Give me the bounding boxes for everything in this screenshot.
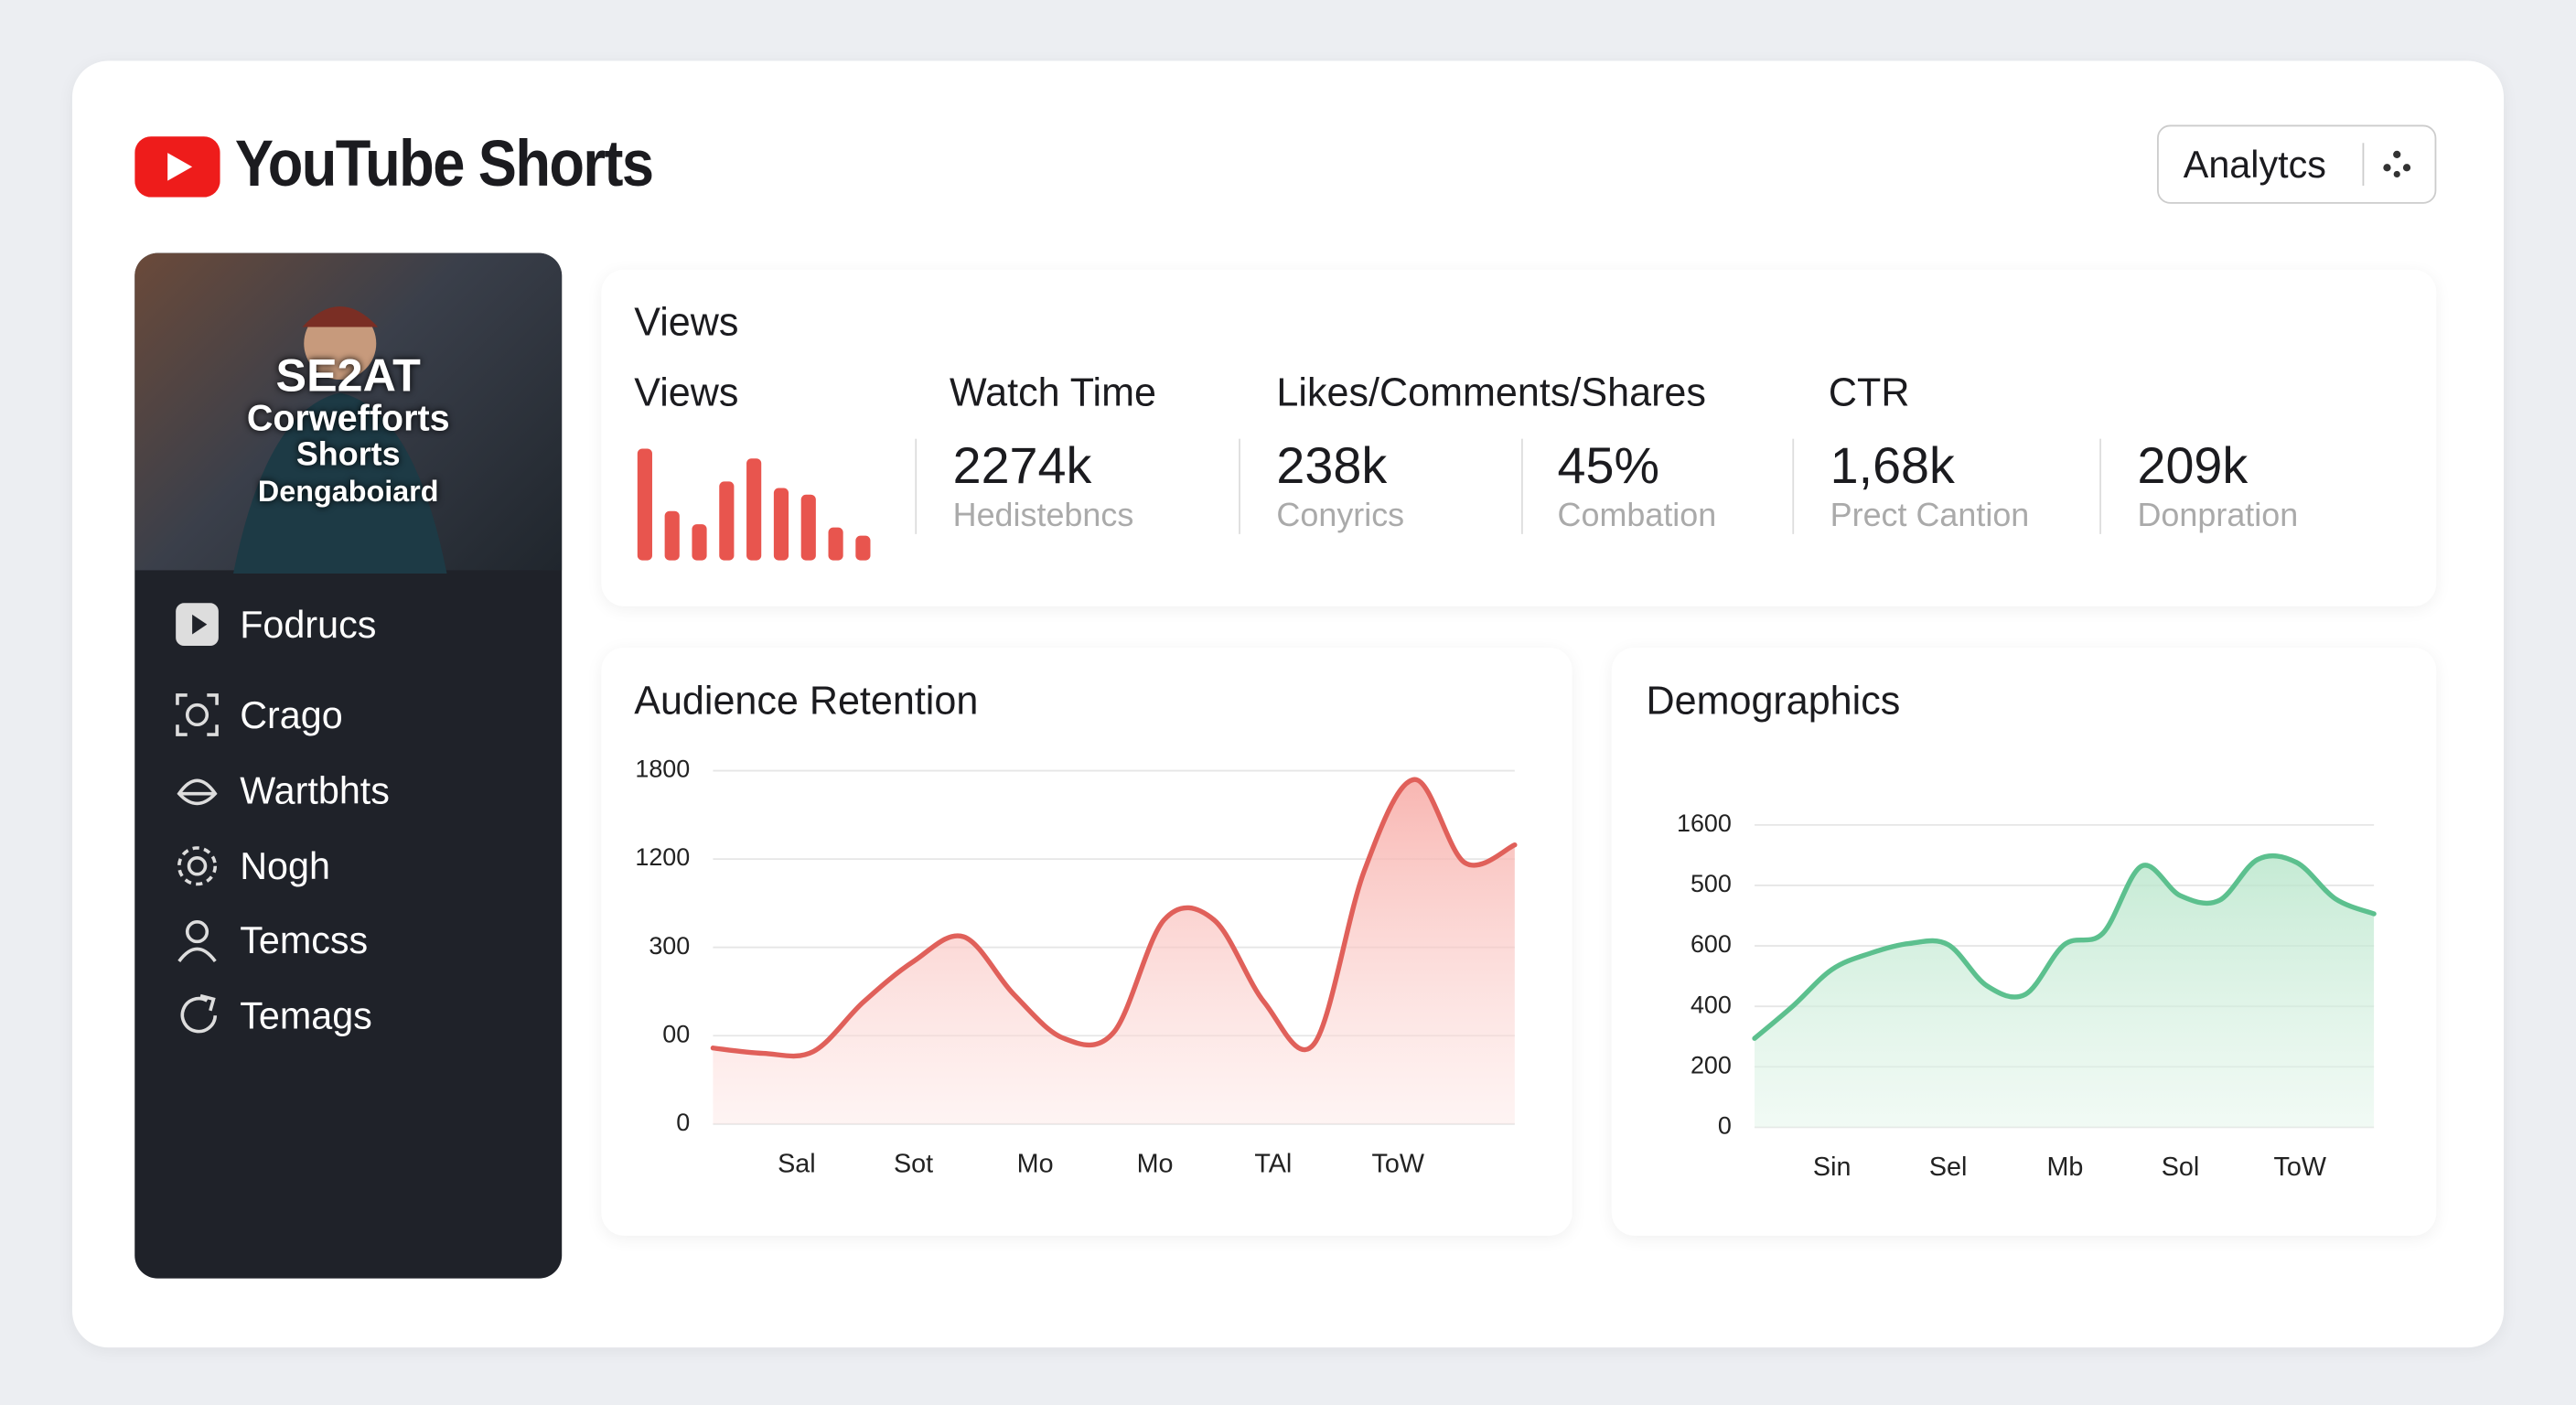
thumb-line: Dengaboiard xyxy=(257,475,439,509)
y-tick-label: 300 xyxy=(649,932,690,960)
x-tick-label: Mo xyxy=(1137,1149,1174,1178)
nav-item[interactable]: Fodrucs xyxy=(174,602,376,648)
nav-label: Temcss xyxy=(240,917,369,961)
stat-sub: Combation xyxy=(1557,498,1717,534)
nav-label: Fodrucs xyxy=(240,602,377,646)
bar xyxy=(719,481,735,561)
thumbnail-text: SE2AT Corwefforts Shorts Dengaboiard xyxy=(134,351,562,509)
y-tick-label: 400 xyxy=(1690,991,1732,1018)
nav-label: Nogh xyxy=(240,843,330,887)
stat-sub: Conyrics xyxy=(1276,498,1405,534)
thumbnail: SE2AT Corwefforts Shorts Dengaboiard xyxy=(134,252,563,574)
stat-value: 1,68k xyxy=(1830,436,1955,495)
y-tick-label: 1200 xyxy=(635,843,690,871)
area-fill xyxy=(713,779,1515,1124)
area-line xyxy=(710,777,1518,1059)
y-tick-label: 0 xyxy=(1718,1111,1732,1139)
thumb-line: SE2AT xyxy=(275,349,421,402)
area-line xyxy=(1752,853,2377,1041)
nav-item[interactable]: Wartbhts xyxy=(174,767,390,813)
bar xyxy=(692,524,707,561)
stat-value: 2274k xyxy=(952,436,1092,495)
stat-sub: Prect Cantion xyxy=(1830,498,2030,534)
nav-item[interactable]: Temcss xyxy=(174,917,369,963)
button-label: Analytcs xyxy=(2183,143,2326,187)
sidebar: SE2AT Corwefforts Shorts Dengaboiard Fod… xyxy=(134,252,563,1279)
chart-title: Audience Retention xyxy=(634,679,978,723)
x-tick-label: Sot xyxy=(894,1149,933,1178)
bar xyxy=(855,535,871,561)
x-tick-label: Sin xyxy=(1813,1153,1852,1182)
thumb-line: Corwefforts xyxy=(246,397,450,439)
bar xyxy=(637,448,652,561)
nav-item[interactable]: Crago xyxy=(174,692,343,737)
bar xyxy=(800,494,816,561)
stat-heading: CTR xyxy=(1828,371,1910,416)
nav-label: Temags xyxy=(240,992,372,1036)
app-title: YouTube Shorts xyxy=(234,128,654,201)
y-tick-label: 1800 xyxy=(635,756,690,783)
y-tick-label: 00 xyxy=(662,1020,690,1047)
x-tick-label: ToW xyxy=(1371,1149,1424,1178)
chart-title: Demographics xyxy=(1647,679,1901,723)
area-fill xyxy=(1755,855,2375,1128)
x-tick-label: TAl xyxy=(1254,1149,1292,1178)
y-tick-label: 200 xyxy=(1690,1051,1732,1078)
x-tick-label: Sel xyxy=(1929,1153,1968,1182)
bar xyxy=(773,488,789,561)
x-tick-label: Mb xyxy=(2046,1153,2083,1182)
stat-heading: Watch Time xyxy=(950,371,1156,416)
bar xyxy=(746,458,762,561)
stat-heading: Likes/Comments/Shares xyxy=(1276,371,1706,416)
y-tick-label: 1600 xyxy=(1677,810,1732,837)
stats-title: Views xyxy=(634,300,739,346)
y-tick-label: 0 xyxy=(676,1109,690,1136)
bar xyxy=(664,510,680,561)
stat-value: 209k xyxy=(2137,436,2249,495)
bar xyxy=(828,527,843,561)
analytics-button[interactable]: Analytcs xyxy=(2157,124,2437,204)
stat-value: 238k xyxy=(1276,436,1388,495)
thumb-line: Shorts xyxy=(295,436,401,474)
stat-value: 45% xyxy=(1557,436,1659,495)
stat-sub: Hedistebncs xyxy=(952,498,1134,534)
y-tick-label: 600 xyxy=(1690,930,1732,958)
logo-icon xyxy=(134,136,220,198)
x-tick-label: Sol xyxy=(2162,1153,2200,1182)
x-tick-label: Sal xyxy=(778,1149,816,1178)
x-tick-label: ToW xyxy=(2274,1153,2327,1182)
nav-label: Wartbhts xyxy=(240,767,390,811)
stats-card xyxy=(601,269,2437,606)
nav-item[interactable]: Nogh xyxy=(174,843,330,889)
x-tick-label: Mo xyxy=(1017,1149,1054,1178)
y-tick-label: 500 xyxy=(1690,870,1732,897)
nav-label: Crago xyxy=(240,692,343,735)
nav-item[interactable]: Temags xyxy=(174,992,372,1038)
button-icon xyxy=(2383,150,2411,178)
stat-heading: Views xyxy=(634,371,739,416)
stat-sub: Donpration xyxy=(2137,498,2299,534)
